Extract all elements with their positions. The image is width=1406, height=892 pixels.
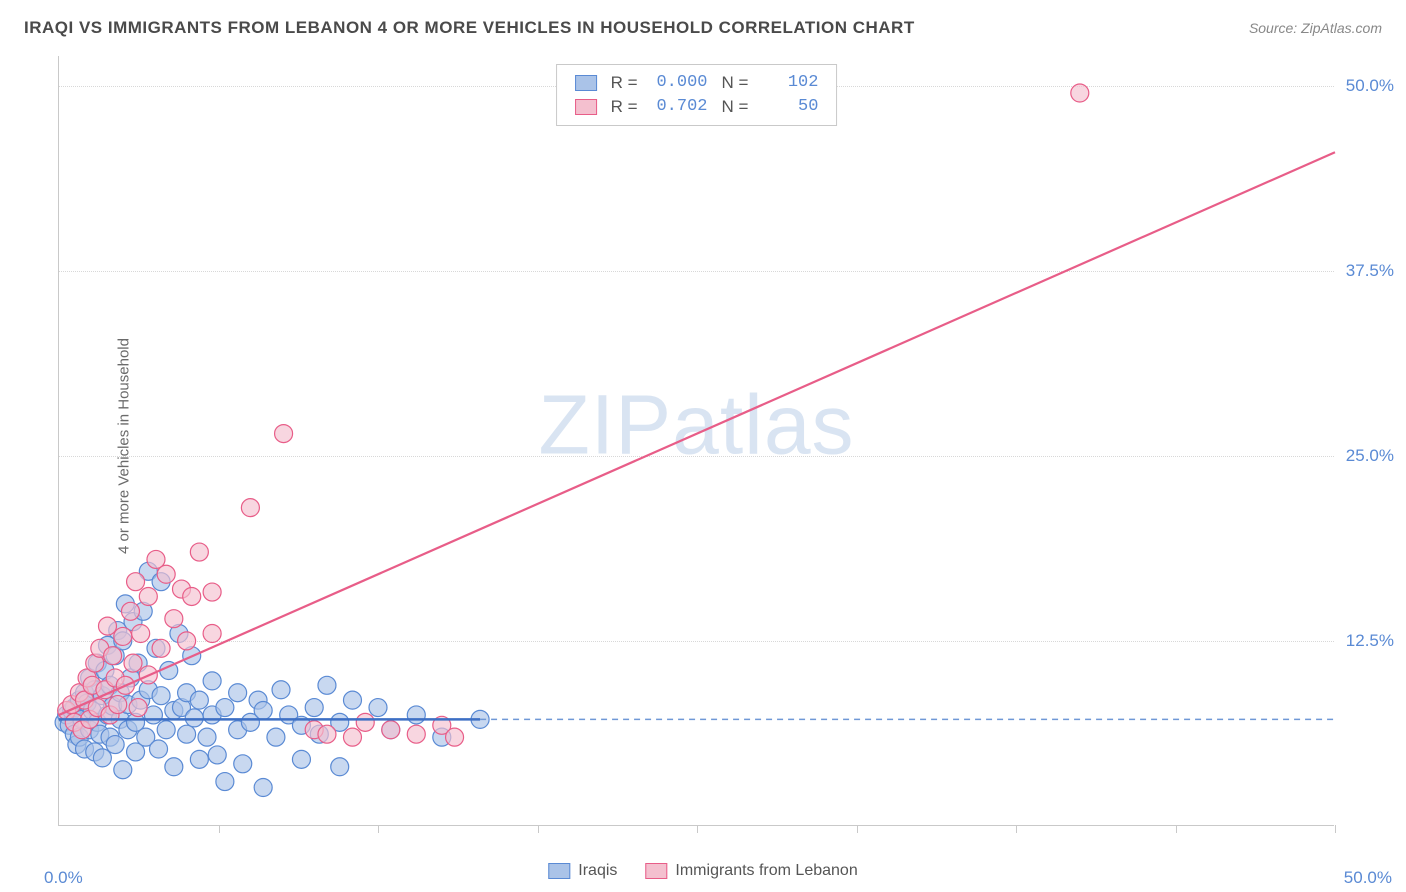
data-point [305,699,323,717]
data-point [292,750,310,768]
y-tick-label: 37.5% [1346,261,1394,281]
data-point [198,728,216,746]
data-point [234,755,252,773]
data-point [190,543,208,561]
legend-item: Immigrants from Lebanon [645,862,857,880]
data-point [157,721,175,739]
data-point [407,706,425,724]
data-point [114,627,132,645]
legend-label: Iraqis [578,862,617,880]
legend-n-label: N = [722,95,749,119]
legend-correlation: R = 0.000 N = 102 R = 0.702 N = 50 [556,64,838,126]
data-point [129,699,147,717]
data-point [190,750,208,768]
data-point [267,728,285,746]
data-point [106,736,124,754]
x-max-label: 50.0% [1344,868,1392,888]
data-point [104,647,122,665]
data-point [150,740,168,758]
data-point [356,713,374,731]
data-point [369,699,387,717]
legend-swatch [575,75,597,91]
legend-r-label: R = [611,71,638,95]
data-point [343,728,361,746]
legend-n-value: 50 [762,95,818,119]
legend-item: Iraqis [548,862,617,880]
header: IRAQI VS IMMIGRANTS FROM LEBANON 4 OR MO… [0,0,1406,48]
data-point [343,691,361,709]
data-point [446,728,464,746]
legend-r-value: 0.702 [652,95,708,119]
data-point [216,773,234,791]
legend-row: R = 0.000 N = 102 [575,71,819,95]
data-point [139,587,157,605]
data-point [109,696,127,714]
legend-swatch [548,863,570,879]
data-point [216,699,234,717]
y-tick-label: 25.0% [1346,446,1394,466]
data-point [1071,84,1089,102]
data-point [254,779,272,797]
data-point [152,687,170,705]
data-point [241,499,259,517]
legend-n-value: 102 [762,71,818,95]
data-point [157,565,175,583]
data-point [275,425,293,443]
data-point [254,702,272,720]
data-point [152,639,170,657]
data-point [185,709,203,727]
chart-title: IRAQI VS IMMIGRANTS FROM LEBANON 4 OR MO… [24,18,915,38]
legend-row: R = 0.702 N = 50 [575,95,819,119]
scatter-plot [59,56,1334,825]
data-point [183,587,201,605]
legend-r-value: 0.000 [652,71,708,95]
data-point [178,632,196,650]
data-point [127,573,145,591]
legend-swatch [645,863,667,879]
data-point [272,681,290,699]
legend-n-label: N = [722,71,749,95]
source-label: Source: ZipAtlas.com [1249,20,1382,36]
chart-area: ZIPatlas R = 0.000 N = 102 R = 0.702 N =… [58,56,1334,826]
data-point [382,721,400,739]
data-point [318,725,336,743]
data-point [132,625,150,643]
data-point [208,746,226,764]
data-point [114,761,132,779]
x-origin-label: 0.0% [44,868,83,888]
y-tick-label: 50.0% [1346,76,1394,96]
data-point [124,654,142,672]
data-point [121,602,139,620]
data-point [318,676,336,694]
y-tick-label: 12.5% [1346,631,1394,651]
data-point [165,610,183,628]
legend-swatch [575,99,597,115]
data-point [98,617,116,635]
data-point [178,725,196,743]
data-point [203,672,221,690]
data-point [407,725,425,743]
data-point [203,625,221,643]
data-point [165,758,183,776]
legend-series: Iraqis Immigrants from Lebanon [548,862,857,880]
data-point [203,583,221,601]
data-point [229,684,247,702]
legend-r-label: R = [611,95,638,119]
legend-label: Immigrants from Lebanon [675,862,857,880]
data-point [331,758,349,776]
data-point [190,691,208,709]
